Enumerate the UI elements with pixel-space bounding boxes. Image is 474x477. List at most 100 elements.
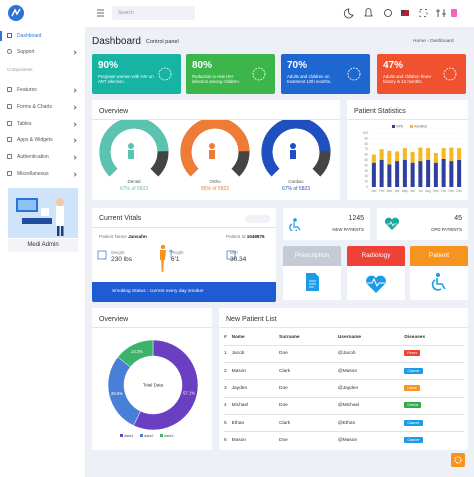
stat-text: Adults and children on treatment 12th mo… [287,74,332,85]
stat-value: 47% [383,60,404,71]
stat-icon [158,67,172,81]
menu-icon [7,33,12,38]
patient-table: # Name Surname Username Diseases 1 Jacob Doe @Ja… [224,331,464,450]
page-subtitle: Control panel [146,39,179,45]
bar [379,149,384,160]
menu-item[interactable]: Miscellaneous [17,171,49,177]
menu-icon [7,87,12,92]
card-title: New Patient List [226,316,277,323]
bar [418,147,423,162]
table-cell: Clark [279,414,338,432]
label: Patient Id [226,234,246,239]
menu-icon [7,171,12,176]
x-tick-label: Sep [433,189,439,193]
table-cell: Fever [404,344,464,363]
menu-item[interactable]: Authentication [17,154,49,161]
gauge-name: Ortho [209,179,221,184]
table-cell: 5 [224,414,232,432]
bar [410,151,415,163]
bar [395,151,400,162]
icon-shape [252,67,266,81]
menu-item[interactable]: Tables [17,120,32,127]
x-tick-label: May [402,189,408,193]
table-cell: @Michael [337,396,405,415]
donut-slice [133,339,199,431]
menu-toggle[interactable] [97,9,105,17]
breadcrumb-item[interactable]: Home [413,39,426,44]
table-row: 1 Jacob Doe @Jacob Fever [224,344,464,363]
bar [371,162,376,187]
gauge-label: 85% of 5823 [201,186,229,192]
table-cell: 4 [224,396,232,415]
icon [289,218,301,231]
table-cell: 6 [224,431,232,450]
tile[interactable]: Radiology [347,246,405,300]
search-box[interactable]: Search [112,6,195,20]
menu-item[interactable]: Features [17,87,37,93]
menu-item[interactable]: Dashboard [17,33,42,39]
divider [347,119,468,120]
gauge-icon [209,143,215,149]
divider [92,327,212,328]
table-cell: Lotus [404,379,464,398]
height: 6'1 [171,256,180,263]
count-value: 1245 [348,215,364,222]
table-row: 6 Mason Doe @Mason Cancer [224,431,464,450]
y-tick-label: 0 [366,185,368,189]
search-pill[interactable] [245,215,270,223]
tile[interactable]: Prescription [283,246,341,300]
x-tick-label: Jan [371,189,376,193]
bar [441,148,446,159]
bar [441,158,446,187]
legend-swatch [120,434,123,437]
tile-title: Patient [410,246,468,266]
x-tick-label: Feb [379,189,385,193]
table-cell: Dental [404,396,464,415]
menu-item[interactable]: Apps & Widgets [17,137,53,144]
table-row: 4 Michael Doe @Michael Dental [224,396,464,415]
menu-icon [7,120,12,126]
stat-card: 70% Adults and children on treatment 12th… [281,54,370,94]
disease-badge: Dental [404,402,422,409]
card-title: Patient Statistics [354,108,406,115]
label: Patient Name [99,234,127,239]
bar [402,160,407,187]
bar [457,160,462,187]
settings-button[interactable] [451,453,465,467]
stat-icon [443,67,457,81]
table-cell: Mason [231,431,280,450]
bar [433,152,438,163]
table-cell: @Ethan [337,414,405,432]
value: 1548876 [246,234,265,239]
gauges: Dental 67% of 5823 Ortho 85% of 5823 Cardiac… [99,120,331,192]
stat-icon [347,67,361,81]
column-header: Diseases [404,335,426,341]
bar [426,148,431,160]
chevron [72,50,77,55]
gauge-icon [209,150,215,159]
table-cell: Doe [279,344,338,363]
table-cell: 3 [224,379,232,398]
slice-label: 28.6% [111,391,123,396]
tile[interactable]: Patient [410,246,468,300]
slice-label: 14.3% [131,349,143,354]
y-tick-label: 30 [364,169,368,173]
disease-badge: Lotus [404,384,420,391]
count-card: 45 OPD PATIENTS [377,208,468,240]
top-bar: Search [85,0,474,27]
menu-item[interactable]: Forms & Charts [17,103,53,110]
bar [449,147,454,162]
patient-list-card: New Patient List # Name Surname Username Dis… [219,308,468,450]
bar [457,148,462,160]
y-tick-label: 80 [364,142,368,146]
table-cell: Cancer [404,361,464,380]
menu-icon [7,154,12,160]
tile-title: Radiology [347,246,405,266]
y-tick-label: 40 [364,163,368,167]
menu-item[interactable]: Support [17,49,35,55]
bar [387,150,392,165]
legend-swatch [160,434,163,437]
table-row: 2 Mason Clark @Mason Cancer [224,361,464,380]
icon [431,273,446,291]
x-tick-label: Nov [449,189,455,193]
